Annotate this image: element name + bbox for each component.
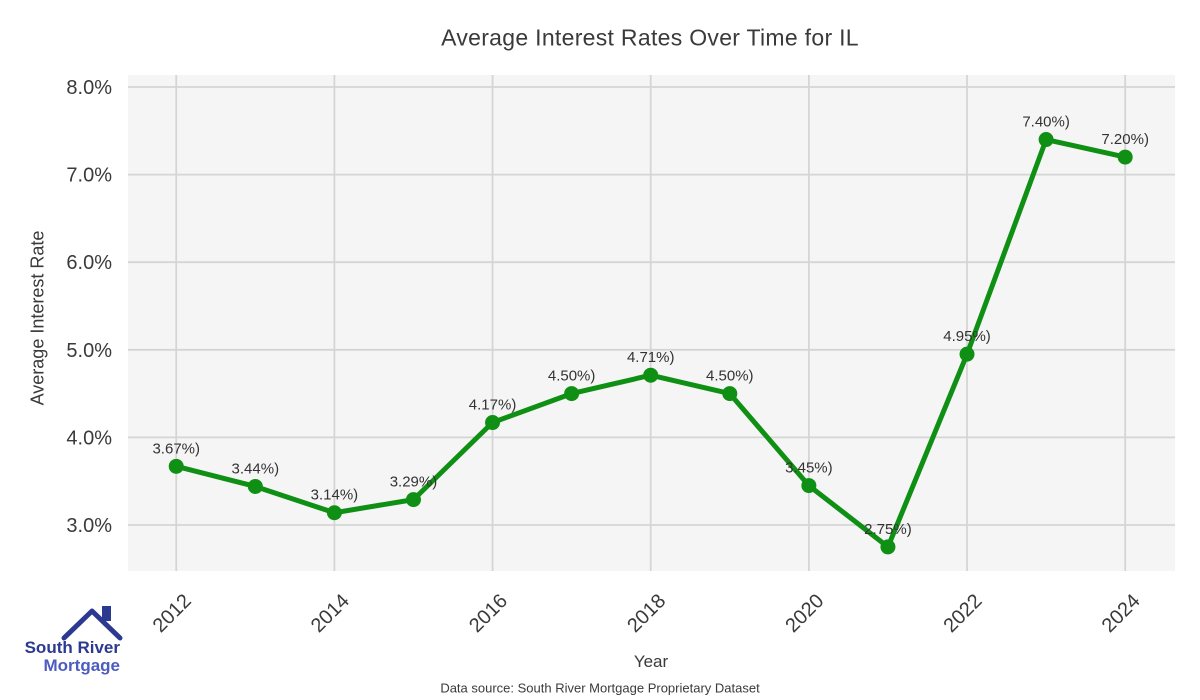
x-tick-label: 2016 bbox=[465, 590, 512, 637]
y-tick-label: 3.0% bbox=[66, 515, 112, 537]
data-point bbox=[564, 386, 580, 402]
data-point bbox=[1117, 149, 1133, 165]
x-tick-label: 2014 bbox=[307, 590, 354, 637]
data-point bbox=[247, 478, 263, 494]
x-tick-label: 2012 bbox=[149, 590, 196, 637]
x-tick-label: 2018 bbox=[623, 590, 670, 637]
y-tick-label: 5.0% bbox=[66, 340, 112, 362]
chart-title: Average Interest Rates Over Time for IL bbox=[441, 24, 859, 51]
data-point bbox=[485, 415, 501, 431]
y-tick-label: 8.0% bbox=[66, 77, 112, 99]
data-point bbox=[326, 505, 342, 521]
data-point bbox=[405, 492, 421, 508]
data-point-label: 3.44%) bbox=[232, 460, 280, 477]
data-point-label: 2.75%) bbox=[864, 521, 912, 538]
y-tick-label: 7.0% bbox=[66, 165, 112, 187]
data-point-label: 7.20%) bbox=[1101, 131, 1149, 148]
data-point-label: 4.50%) bbox=[706, 368, 754, 385]
data-point bbox=[643, 367, 659, 383]
data-point-label: 4.50%) bbox=[548, 368, 596, 385]
data-point bbox=[880, 539, 896, 555]
data-point-label: 4.17%) bbox=[469, 397, 517, 414]
data-point-label: 7.40%) bbox=[1022, 114, 1070, 131]
logo-text-line2: Mortgage bbox=[44, 656, 121, 675]
data-point-label: 4.95%) bbox=[943, 328, 991, 345]
data-source-caption: Data source: South River Mortgage Propri… bbox=[440, 680, 760, 696]
x-tick-label: 2020 bbox=[781, 590, 828, 637]
logo: South River Mortgage bbox=[25, 606, 123, 675]
logo-text-line1: South River bbox=[25, 638, 121, 657]
data-point bbox=[1038, 132, 1054, 148]
y-tick-label: 4.0% bbox=[66, 427, 112, 449]
data-point-label: 3.67%) bbox=[152, 440, 200, 457]
x-tick-label: 2024 bbox=[1098, 590, 1145, 637]
data-point bbox=[168, 458, 184, 474]
x-tick-label: 2022 bbox=[940, 590, 987, 637]
x-axis-title: Year bbox=[633, 652, 669, 671]
data-point bbox=[959, 346, 975, 362]
data-point-label: 3.14%) bbox=[311, 487, 359, 504]
data-point-label: 3.29%) bbox=[390, 474, 438, 491]
data-point-label: 3.45%) bbox=[785, 460, 833, 477]
y-tick-label: 6.0% bbox=[66, 252, 112, 274]
data-point-label: 4.71%) bbox=[627, 349, 675, 366]
data-point bbox=[722, 386, 738, 402]
data-point bbox=[801, 478, 817, 494]
house-roof-icon bbox=[61, 606, 123, 641]
